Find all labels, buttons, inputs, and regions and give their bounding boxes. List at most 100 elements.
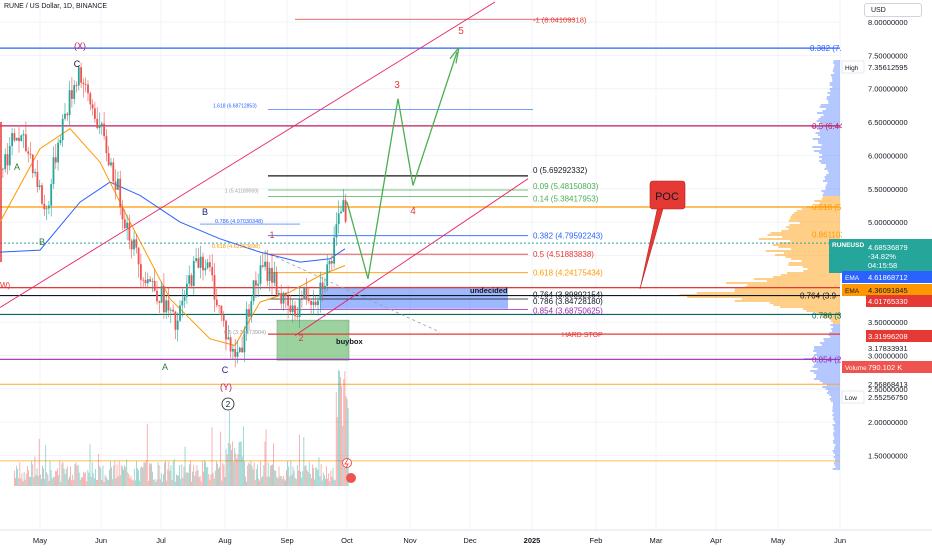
candle-body <box>36 171 39 188</box>
profile-bar <box>819 380 840 382</box>
volume-bar <box>155 481 157 486</box>
profile-bar <box>833 60 840 62</box>
volume-bar <box>34 456 36 486</box>
volume-bar <box>333 479 335 486</box>
candle-body <box>271 267 273 283</box>
volume-bar <box>191 481 192 486</box>
profile-bar <box>790 216 840 218</box>
volume-bar <box>16 465 17 486</box>
profile-bar <box>833 432 840 434</box>
volume-bar <box>35 474 37 486</box>
fib-label-05-small: 0.5 (3.34873904) <box>224 330 266 336</box>
candle-body <box>326 264 329 286</box>
volume-bar <box>260 461 262 486</box>
profile-bar <box>832 86 840 88</box>
volume-bar <box>293 470 295 486</box>
candle-body <box>110 162 112 166</box>
volume-bar <box>139 480 141 486</box>
price-tick-label: 5.00000000 <box>868 218 908 227</box>
candle-body <box>330 260 333 264</box>
volume-bar <box>188 464 190 486</box>
profile-bar <box>787 272 840 274</box>
candle-body <box>126 222 128 229</box>
profile-bar <box>781 230 840 232</box>
profile-bar <box>786 226 840 228</box>
profile-bar <box>828 102 840 104</box>
wave-label-5: 5 <box>458 26 464 37</box>
volume-bar <box>284 479 285 486</box>
candle-body <box>236 351 239 357</box>
last-price-value: 4.68536879 <box>868 243 908 252</box>
volume-bar <box>290 460 292 486</box>
profile-bar <box>820 104 840 106</box>
profile-bar <box>826 384 840 386</box>
fib-label-1618: 1.618 (6.68712853) <box>213 104 257 110</box>
candle-body <box>197 258 200 268</box>
profile-bar <box>834 446 840 448</box>
price-tick-label: 6.00000000 <box>868 151 908 160</box>
volume-bar <box>134 480 136 486</box>
profile-bar <box>810 370 840 372</box>
wave-projection-path <box>346 51 458 279</box>
volume-bar <box>19 462 21 486</box>
candle-body <box>305 287 308 300</box>
flag-icon <box>346 473 356 483</box>
volume-bar <box>267 462 269 486</box>
volume-bar <box>286 470 287 486</box>
volume-bar <box>20 478 22 486</box>
volume-bar <box>223 464 225 486</box>
candle-body <box>261 265 264 267</box>
profile-bar <box>827 170 840 172</box>
candle-body <box>213 275 216 300</box>
volume-bar <box>296 465 298 486</box>
volume-bar <box>341 386 343 486</box>
volume-bar <box>136 461 137 486</box>
volume-bar <box>185 472 187 486</box>
last-price-countdown: 04:15:58 <box>868 261 897 270</box>
candle-body <box>103 123 105 137</box>
profile-bar <box>821 144 840 146</box>
candle-body <box>340 211 342 214</box>
profile-bar <box>835 422 840 424</box>
volume-bar <box>269 465 271 486</box>
volume-bar <box>246 481 247 486</box>
volume-bar <box>192 471 193 486</box>
volume-bar <box>74 464 76 486</box>
profile-bar <box>813 378 840 380</box>
profile-bar <box>832 408 840 410</box>
volume-bar <box>198 476 200 486</box>
currency-button[interactable]: USD <box>864 3 922 17</box>
candle-body <box>105 136 108 154</box>
profile-bar <box>813 364 840 366</box>
candle-body <box>4 154 7 170</box>
volume-bar <box>173 458 175 486</box>
volume-bar <box>194 475 196 486</box>
volume-bar <box>130 475 132 486</box>
volume-bar <box>305 465 307 486</box>
volume-bar <box>221 480 223 486</box>
volume-bar <box>255 469 257 486</box>
volume-bar <box>30 476 31 486</box>
profile-bar <box>766 280 840 282</box>
candle-body <box>179 305 181 321</box>
candle-body <box>303 287 306 300</box>
wave-label-B-left: B <box>39 237 45 247</box>
candle-body <box>202 256 204 271</box>
candle-body <box>153 281 156 291</box>
profile-bar <box>833 416 840 418</box>
volume-bar <box>287 461 289 486</box>
profile-bar <box>696 292 840 294</box>
volume-bar <box>152 471 154 486</box>
volume-bar <box>317 470 319 486</box>
profile-bar <box>828 334 840 336</box>
candle-body <box>52 157 55 184</box>
candle-body <box>321 282 324 289</box>
candle-body <box>149 279 151 282</box>
candle-body <box>8 145 11 166</box>
wave-projection <box>346 46 686 289</box>
volume-bar <box>242 426 244 486</box>
lightning-icon <box>342 458 352 468</box>
volume-bar <box>274 470 276 486</box>
